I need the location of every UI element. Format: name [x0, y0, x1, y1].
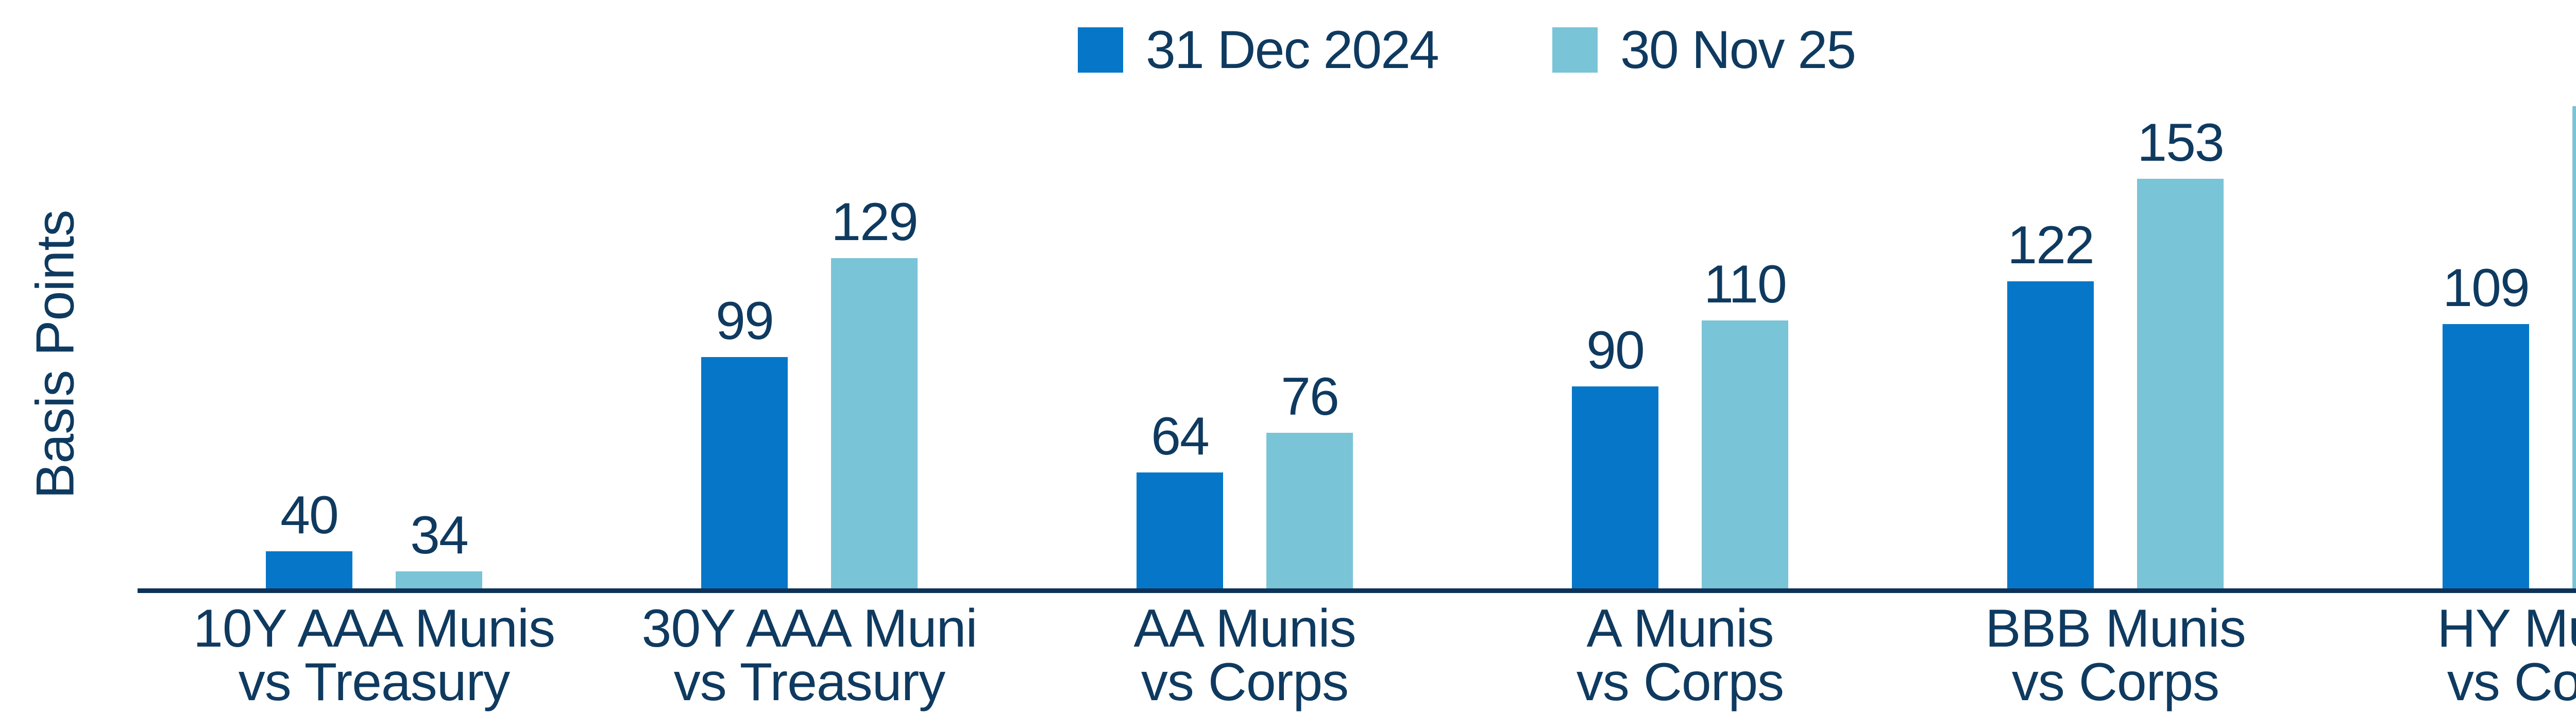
bar-nov25-5: [2137, 179, 2224, 588]
value-label-dec24-2: 99: [716, 291, 774, 351]
legend-item-30-nov-25: 30 Nov 25: [1552, 20, 1856, 80]
value-label-nov25-2: 129: [831, 192, 919, 252]
bar-dec24-6: [2443, 324, 2529, 588]
bar-dec24-1: [266, 551, 352, 588]
value-label-nov25-1: 34: [410, 505, 469, 565]
category-label-3: AA Munis vs Corps: [1133, 599, 1356, 712]
category-label-1: 10Y AAA Munis vs Treasury: [193, 599, 555, 712]
value-label-dec24-5: 122: [2007, 215, 2095, 275]
value-label-dec24-6: 109: [2443, 258, 2530, 318]
bar-dec24-2: [701, 357, 788, 588]
bar-dec24-5: [2007, 281, 2094, 588]
legend-label-31-dec-2024: 31 Dec 2024: [1146, 20, 1439, 80]
value-label-dec24-4: 90: [1586, 320, 1645, 380]
legend-label-30-nov-25: 30 Nov 25: [1620, 20, 1856, 80]
value-label-nov25-4: 110: [1704, 255, 1787, 314]
bar-nov25-1: [396, 571, 482, 588]
bar-nov25-4: [1702, 320, 1788, 588]
bar-dec24-4: [1572, 386, 1658, 588]
legend-item-31-dec-2024: 31 Dec 2024: [1078, 20, 1439, 80]
x-axis-line: [138, 588, 2576, 593]
value-label-nov25-3: 76: [1281, 367, 1340, 427]
value-label-dec24-1: 40: [280, 485, 339, 545]
value-label-nov25-6: 175: [2572, 43, 2576, 97]
category-label-5: BBB Munis vs Corps: [1985, 599, 2246, 712]
category-label-2: 30Y AAA Muni vs Treasury: [641, 599, 978, 712]
legend-swatch-30-nov-25: [1552, 27, 1598, 73]
category-label-4: A Munis vs Corps: [1576, 599, 1784, 712]
value-label-nov25-5: 153: [2137, 113, 2225, 173]
legend-swatch-31-dec-2024: [1078, 27, 1123, 73]
value-label-dec24-3: 64: [1151, 407, 1210, 466]
bar-nov25-2: [831, 258, 918, 588]
bar-dec24-3: [1137, 472, 1223, 588]
bar-nov25-3: [1266, 433, 1353, 588]
bar-nov25-6: [2572, 106, 2576, 588]
